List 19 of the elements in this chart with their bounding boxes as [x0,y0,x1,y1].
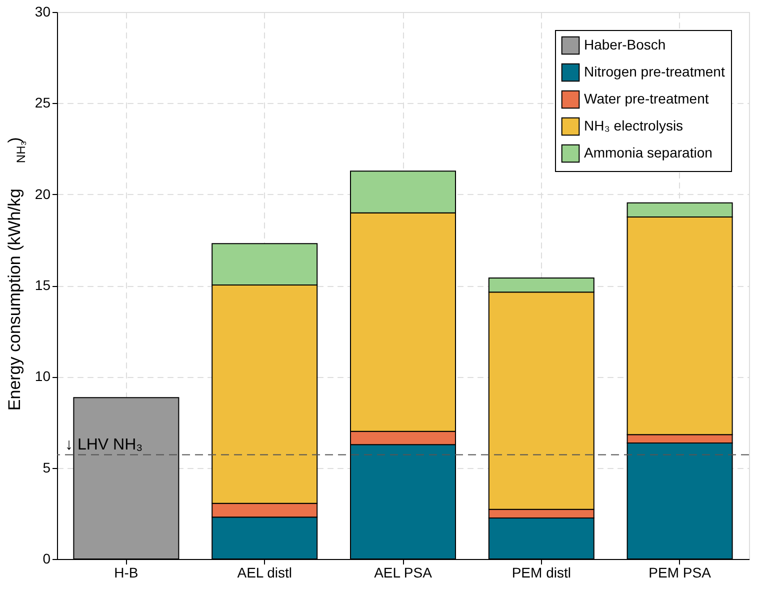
legend-label: Haber-Bosch [584,36,666,52]
ref-line-label: ↓ LHV NH₃ [65,436,143,454]
legend-label: Ammonia separation [584,144,712,160]
y-tick-label: 10 [34,368,51,384]
legend-label: Water pre-treatment [584,90,709,106]
y-tick-label: 15 [34,277,51,293]
y-tick-label: 0 [42,550,51,566]
y-tick-label: 5 [42,459,51,476]
x-tick-label: AEL distl [237,564,292,580]
x-tick-label: PEM distl [512,564,571,580]
x-tick-label: AEL PSA [374,564,433,580]
text: Energy consumption (kWh/kgNH₃) [5,137,28,411]
y-tick-label: 25 [34,94,51,111]
legend-label: Nitrogen pre-treatment [584,64,725,80]
y-tick-label: 20 [34,186,51,202]
y-tick-label: 30 [34,4,51,20]
x-tick-label: H-B [114,564,138,580]
x-tick-label: PEM PSA [648,564,712,580]
legend-label: NH₃ electrolysis [584,118,684,134]
